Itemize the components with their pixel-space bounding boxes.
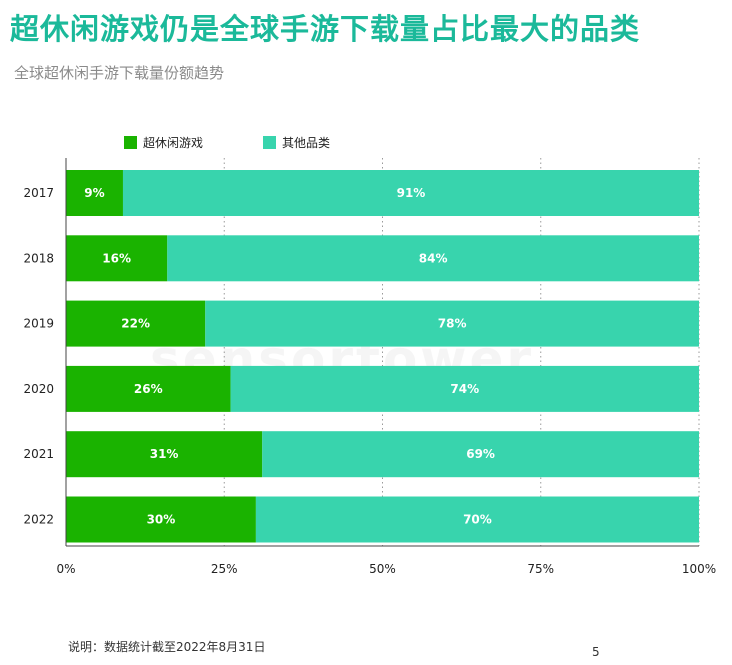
- x-tick-label: 75%: [527, 562, 554, 576]
- legend-item-other: 其他品类: [263, 134, 330, 151]
- category-label: 2020: [23, 382, 54, 396]
- bar-casual: [66, 431, 263, 478]
- category-label: 2022: [23, 513, 54, 527]
- chart-legend: 超休闲游戏 其他品类: [124, 133, 390, 151]
- bar-value-label: 31%: [150, 447, 179, 461]
- bar-value-label: 84%: [419, 251, 448, 265]
- bar-value-label: 69%: [466, 447, 495, 461]
- category-label: 2018: [23, 251, 54, 265]
- bar-casual: [66, 496, 256, 543]
- bar-other: [255, 496, 699, 543]
- bar-value-label: 30%: [147, 513, 176, 527]
- page-number: 5: [592, 645, 600, 659]
- bar-other: [262, 431, 699, 478]
- bar-casual: [66, 300, 206, 347]
- legend-swatch-casual: [124, 135, 137, 149]
- bar-value-label: 91%: [397, 186, 426, 200]
- legend-item-casual: 超休闲游戏: [124, 134, 203, 151]
- legend-label-other: 其他品类: [282, 135, 331, 150]
- legend-swatch-other: [263, 135, 277, 149]
- category-label: 2021: [23, 447, 54, 461]
- x-tick-label: 0%: [56, 562, 75, 576]
- x-tick-label: 25%: [211, 562, 238, 576]
- bar-casual: [66, 235, 168, 282]
- bar-value-label: 16%: [102, 251, 131, 265]
- bar-value-label: 74%: [450, 382, 479, 396]
- bar-other: [205, 300, 699, 347]
- bar-casual: [66, 170, 123, 216]
- footnote: 说明：数据统计截至2022年8月31日: [68, 640, 266, 654]
- bar-other: [167, 235, 699, 282]
- x-tick-label: 50%: [369, 562, 396, 576]
- category-label: 2017: [23, 186, 54, 200]
- bar-other: [122, 170, 700, 216]
- bar-value-label: 70%: [463, 513, 492, 527]
- bar-value-label: 9%: [84, 186, 104, 200]
- legend-label-casual: 超休闲游戏: [143, 135, 204, 150]
- bar-value-label: 22%: [121, 317, 150, 331]
- page-title: 超休闲游戏仍是全球手游下载量占比最大的品类: [10, 12, 641, 46]
- page-subtitle: 全球超休闲手游下载量份额趋势: [14, 64, 225, 82]
- bar-value-label: 26%: [134, 382, 163, 396]
- bar-casual: [66, 365, 231, 412]
- bar-value-label: 78%: [438, 317, 467, 331]
- x-tick-label: 100%: [682, 562, 716, 576]
- category-label: 2019: [23, 317, 54, 331]
- bar-other: [230, 365, 699, 412]
